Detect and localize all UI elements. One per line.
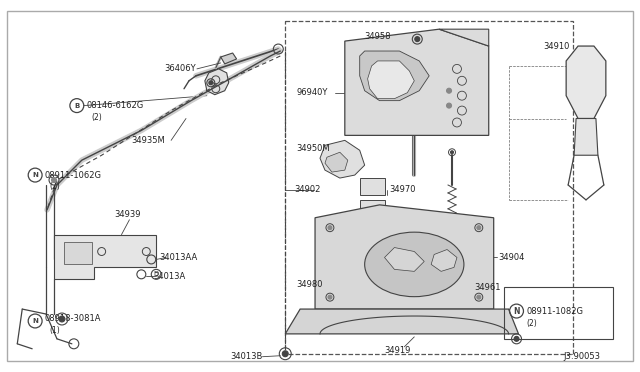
Text: N: N [513,307,520,315]
Text: 08911-1082G: 08911-1082G [527,307,584,315]
Polygon shape [345,29,489,135]
Text: 34919: 34919 [385,346,411,355]
Circle shape [415,36,420,42]
Polygon shape [54,235,156,279]
Polygon shape [439,29,489,46]
Text: (2): (2) [49,183,60,192]
Circle shape [477,226,481,230]
Circle shape [51,177,56,183]
Text: 36406Y: 36406Y [164,64,196,73]
Text: 34939: 34939 [115,210,141,219]
Text: B: B [74,103,79,109]
Circle shape [328,226,332,230]
Text: N: N [32,318,38,324]
Text: 34980: 34980 [296,280,323,289]
Polygon shape [367,61,414,99]
Circle shape [447,103,451,108]
Polygon shape [315,205,493,309]
Text: 34013A: 34013A [153,272,186,281]
Text: (2): (2) [92,113,102,122]
Text: 34013AA: 34013AA [159,253,198,262]
Polygon shape [385,247,424,271]
Polygon shape [221,53,237,64]
Polygon shape [320,140,365,178]
Text: 34910: 34910 [543,42,570,51]
Text: 08146-6162G: 08146-6162G [87,101,144,110]
Text: (2): (2) [527,320,537,328]
Text: 34950M: 34950M [296,144,330,153]
Polygon shape [574,119,598,155]
Text: 34013B: 34013B [230,352,263,361]
Text: 34970: 34970 [390,186,416,195]
Text: 34904: 34904 [499,253,525,262]
Ellipse shape [365,232,464,296]
Text: (1): (1) [49,326,60,336]
Polygon shape [325,152,348,172]
Polygon shape [285,309,518,334]
Text: 96940Y: 96940Y [296,88,328,97]
Circle shape [514,336,519,341]
Text: 34961: 34961 [474,283,500,292]
Text: 08911-1062G: 08911-1062G [44,171,101,180]
Text: 34958: 34958 [365,32,391,41]
Text: N: N [32,172,38,178]
Polygon shape [360,200,385,215]
Text: D: D [154,271,159,278]
Text: J3:90053: J3:90053 [563,352,600,361]
Circle shape [209,81,213,85]
Polygon shape [205,69,228,95]
Circle shape [59,316,65,322]
Circle shape [477,295,481,299]
Polygon shape [64,241,92,264]
Text: 34935M: 34935M [131,136,165,145]
Polygon shape [431,250,457,271]
Text: 34902: 34902 [294,186,321,195]
Circle shape [451,151,454,154]
Polygon shape [566,46,606,119]
Text: 08918-3081A: 08918-3081A [44,314,100,324]
Circle shape [328,295,332,299]
Polygon shape [360,178,385,195]
Polygon shape [360,51,429,101]
Text: 96944Y: 96944Y [459,217,490,226]
Circle shape [282,351,288,357]
Circle shape [447,88,451,93]
